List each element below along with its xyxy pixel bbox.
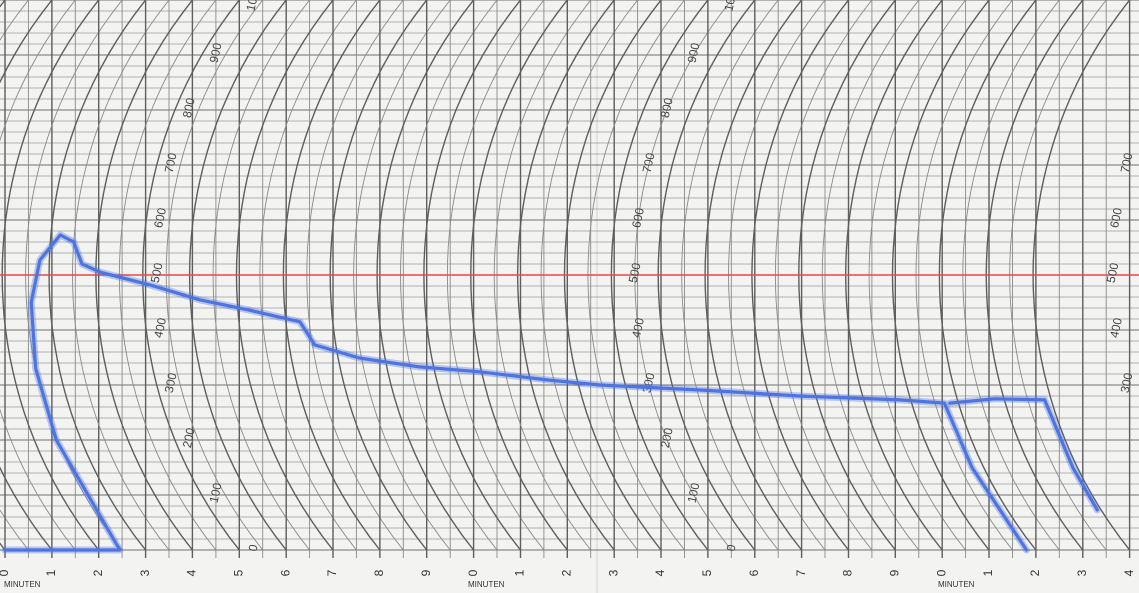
paper	[0, 0, 1139, 593]
x-axis-label: MINUTEN	[468, 580, 505, 589]
x-tick-label: 1	[44, 569, 58, 576]
x-tick-label: 7	[325, 569, 339, 576]
x-tick-label: 3	[606, 569, 620, 576]
x-tick-label: 3	[1075, 569, 1089, 576]
x-tick-label: 4	[1122, 569, 1136, 576]
x-tick-label: 5	[700, 569, 714, 576]
page: {"chart_data": { "type": "line", "x_labe…	[0, 0, 1139, 593]
x-tick-label: 0	[466, 569, 480, 576]
x-tick-label: 2	[91, 569, 105, 576]
x-axis-label: MINUTEN	[4, 580, 41, 589]
x-tick-label: 0	[0, 569, 11, 576]
x-tick-label: 4	[653, 569, 667, 576]
chart: 0123456789012345678901234010020030040050…	[0, 0, 1139, 593]
x-tick-label: 8	[372, 569, 386, 576]
x-tick-label: 5	[231, 569, 245, 576]
x-tick-label: 2	[1028, 569, 1042, 576]
x-tick-label: 7	[794, 569, 808, 576]
x-tick-label: 9	[419, 569, 433, 576]
x-tick-label: 6	[278, 569, 292, 576]
x-tick-label: 4	[185, 569, 199, 576]
x-tick-label: 9	[888, 569, 902, 576]
x-tick-label: 3	[138, 569, 152, 576]
x-axis-label: MINUTEN	[938, 580, 975, 589]
x-tick-label: 6	[747, 569, 761, 576]
x-tick-label: 1	[513, 569, 527, 576]
x-tick-label: 8	[841, 569, 855, 576]
x-tick-label: 2	[559, 569, 573, 576]
x-tick-label: 0	[934, 569, 948, 576]
x-tick-label: 1	[981, 569, 995, 576]
